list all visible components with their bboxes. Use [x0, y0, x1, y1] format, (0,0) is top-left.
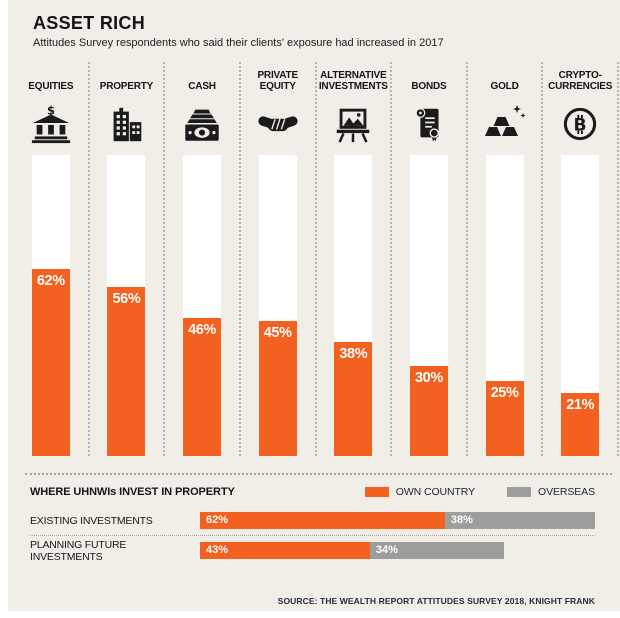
- asset-category-label: CASH: [188, 80, 216, 92]
- asset-column: PROPERTY 56%: [90, 62, 166, 456]
- svg-text:B: B: [574, 115, 587, 135]
- legend: OWN COUNTRY OVERSEAS: [364, 486, 595, 498]
- page-title: ASSET RICH: [33, 13, 146, 33]
- overseas-bar: 38%: [444, 512, 595, 529]
- bar-track: 25%: [485, 155, 524, 456]
- bar-value-label: 56%: [112, 291, 141, 308]
- overseas-swatch: [507, 487, 532, 497]
- page-subtitle: Attitudes Survey respondents who said th…: [33, 37, 444, 49]
- bar-track: 56%: [107, 155, 146, 456]
- bar-fill: 38%: [334, 341, 373, 456]
- bar-fill: 30%: [409, 365, 448, 456]
- bar-track: 30%: [409, 155, 448, 456]
- bar-fill: 45%: [258, 320, 297, 456]
- asset-category-label: EQUITIES: [28, 80, 74, 92]
- overseas-bar: 34%: [369, 542, 505, 559]
- property-row: EXISTING INVESTMENTS 62% 38%: [30, 512, 595, 529]
- bank-icon: $: [30, 92, 72, 155]
- bar-track: 62%: [31, 155, 70, 456]
- asset-column: CASH 46%: [165, 62, 241, 456]
- bar-fill: 46%: [183, 317, 222, 456]
- bar-track: 45%: [258, 155, 297, 456]
- bar-value-label: 62%: [36, 273, 65, 290]
- property-row: PLANNING FUTURE INVESTMENTS 43% 34%: [30, 539, 595, 563]
- bar-track: 38%: [334, 155, 373, 456]
- bar-value-label: 45%: [263, 324, 292, 341]
- legend-label: OWN COUNTRY: [395, 486, 476, 498]
- asset-column: GOLD 25%: [468, 62, 544, 456]
- building-icon: [105, 92, 147, 155]
- asset-column: CRYPTO- CURRENCIES B 21%: [543, 62, 619, 456]
- own-country-bar: 62%: [200, 512, 445, 529]
- header: ASSET RICH Attitudes Survey respondents …: [8, 0, 620, 50]
- bar-value-label: 30%: [415, 369, 443, 386]
- asset-category-label: GOLD: [490, 80, 519, 92]
- bar-fill: 62%: [31, 269, 70, 456]
- bar-value-label: 38%: [339, 345, 368, 362]
- bar-value-label: 21%: [566, 396, 595, 413]
- gold-bars-icon: [483, 92, 527, 155]
- own-country-swatch: [364, 487, 389, 497]
- asset-column: ALTERNATIVE INVESTMENTS 38%: [317, 62, 393, 456]
- asset-category-label: PRIVATE EQUITY: [257, 70, 298, 92]
- easel-icon: [332, 92, 374, 155]
- property-row-label: EXISTING INVESTMENTS: [30, 514, 153, 527]
- legend-item-overseas: OVERSEAS: [507, 486, 595, 498]
- bar-fill: 56%: [107, 287, 146, 456]
- own-country-bar: 43%: [200, 542, 370, 559]
- asset-column: EQUITIES $ 62%: [14, 62, 90, 456]
- property-bars: 43% 34%: [200, 542, 595, 559]
- legend-item-own-country: OWN COUNTRY: [364, 486, 476, 498]
- bitcoin-icon: B: [559, 92, 601, 155]
- scroll-icon: [408, 92, 450, 155]
- handshake-icon: [257, 92, 299, 155]
- asset-category-label: CRYPTO- CURRENCIES: [548, 70, 613, 92]
- cash-icon: [181, 92, 223, 155]
- property-section-title: WHERE UHNWIs INVEST IN PROPERTY: [30, 486, 235, 498]
- asset-category-label: PROPERTY: [99, 80, 154, 92]
- row-divider: [30, 535, 595, 536]
- asset-chart: EQUITIES $ 62% PROPERTY 56% CASH: [14, 62, 619, 456]
- bar-value-label: 46%: [188, 321, 216, 338]
- asset-category-label: BONDS: [411, 80, 447, 92]
- bar-track: 46%: [183, 155, 222, 456]
- bar-fill: 25%: [485, 380, 524, 456]
- asset-column: BONDS 30%: [392, 62, 468, 456]
- infographic-panel: ASSET RICH Attitudes Survey respondents …: [8, 0, 620, 611]
- legend-label: OVERSEAS: [538, 486, 595, 498]
- property-rows: EXISTING INVESTMENTS 62% 38% PLANNING FU…: [30, 512, 595, 563]
- property-section: WHERE UHNWIs INVEST IN PROPERTY OWN COUN…: [30, 485, 595, 606]
- asset-column: PRIVATE EQUITY 45%: [241, 62, 317, 456]
- asset-category-label: ALTERNATIVE INVESTMENTS: [318, 70, 388, 92]
- bar-track: 21%: [561, 155, 600, 456]
- section-divider: [25, 473, 612, 475]
- property-section-header: WHERE UHNWIs INVEST IN PROPERTY OWN COUN…: [30, 485, 595, 499]
- property-row-label: PLANNING FUTURE INVESTMENTS: [30, 538, 127, 563]
- bar-value-label: 25%: [490, 384, 519, 401]
- bar-fill: 21%: [561, 392, 600, 456]
- svg-text:$: $: [47, 104, 55, 117]
- source-note: SOURCE: THE WEALTH REPORT ATTITUDES SURV…: [277, 596, 595, 606]
- property-bars: 62% 38%: [200, 512, 595, 529]
